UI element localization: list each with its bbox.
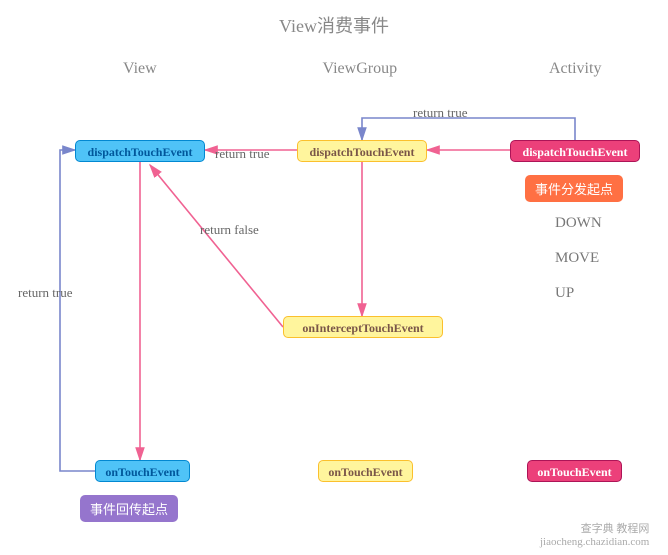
node-activity-dispatch: dispatchTouchEvent xyxy=(510,140,640,162)
col-heading-viewgroup: ViewGroup xyxy=(323,60,398,78)
side-text-move: MOVE xyxy=(555,250,599,267)
node-viewgroup-touch: onTouchEvent xyxy=(318,460,413,482)
node-view-touch: onTouchEvent xyxy=(95,460,190,482)
side-text-down: DOWN xyxy=(555,215,602,232)
edge-label-return-true-top: return true xyxy=(413,105,468,121)
edge-label-return-true-left: return true xyxy=(18,285,73,301)
edge xyxy=(362,118,575,140)
badge-dispatch-start: 事件分发起点 xyxy=(525,175,623,202)
node-view-dispatch: dispatchTouchEvent xyxy=(75,140,205,162)
watermark-line1: 查字典 教程网 xyxy=(540,520,649,536)
node-activity-touch: onTouchEvent xyxy=(527,460,622,482)
edge xyxy=(150,165,283,327)
edge xyxy=(60,150,95,471)
col-heading-view: View xyxy=(123,60,157,78)
side-text-up: UP xyxy=(555,285,574,302)
badge-return-start: 事件回传起点 xyxy=(80,495,178,522)
watermark-line2: jiaocheng.chazidian.com xyxy=(540,536,649,548)
col-heading-activity: Activity xyxy=(549,60,601,78)
edge-label-return-true-mid: return true xyxy=(215,146,270,162)
node-viewgroup-dispatch: dispatchTouchEvent xyxy=(297,140,427,162)
watermark: 查字典 教程网 jiaocheng.chazidian.com xyxy=(540,520,649,548)
node-viewgroup-intercept: onInterceptTouchEvent xyxy=(283,316,443,338)
edge-label-return-false: return false xyxy=(200,222,259,238)
diagram-title: View消费事件 xyxy=(0,12,668,38)
